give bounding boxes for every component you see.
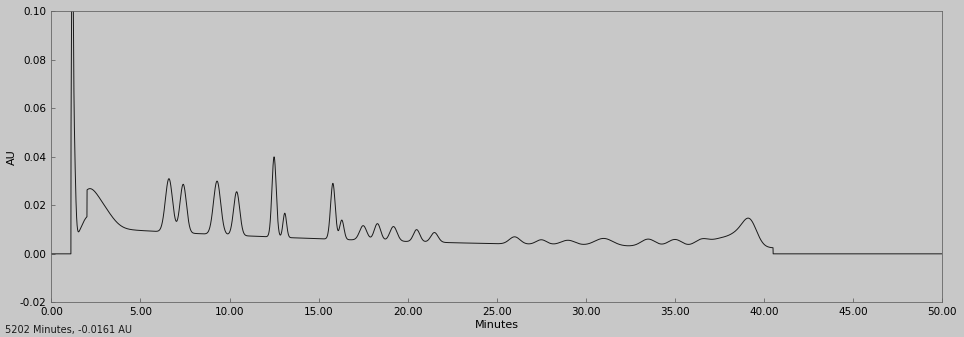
X-axis label: Minutes: Minutes [475, 320, 519, 330]
Y-axis label: AU: AU [7, 149, 17, 164]
Text: 5202 Minutes, -0.0161 AU: 5202 Minutes, -0.0161 AU [5, 325, 132, 335]
